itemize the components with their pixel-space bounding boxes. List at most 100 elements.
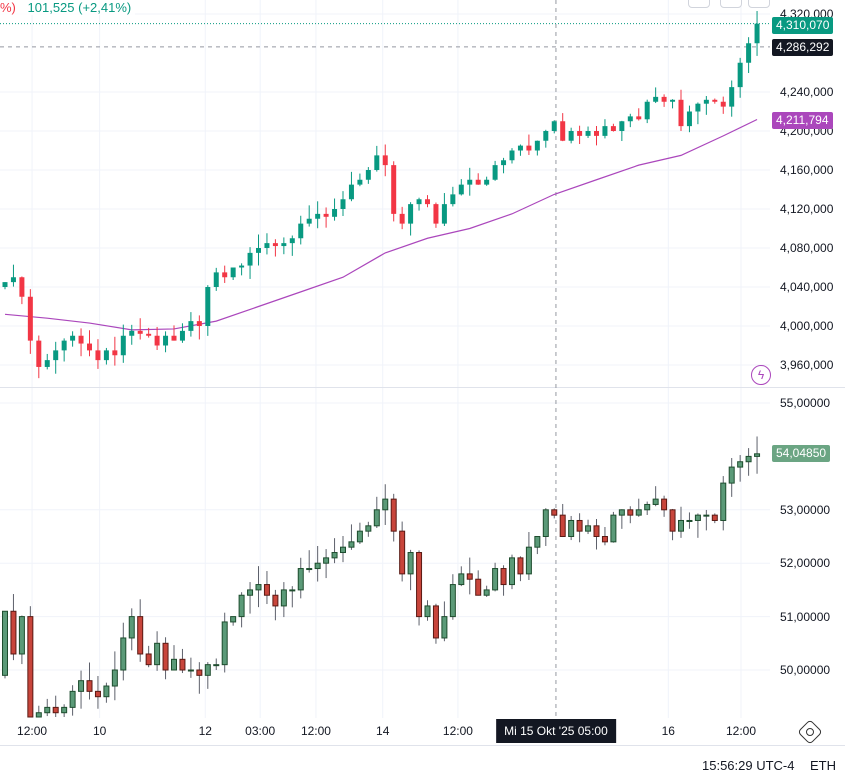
lower-candle (458, 566, 465, 587)
lower-candle (754, 436, 761, 474)
candle-body (745, 455, 752, 463)
candle-body (281, 243, 287, 247)
upper-candle (425, 195, 430, 208)
candle-body (129, 330, 135, 336)
lightning-icon[interactable]: ϟ (751, 365, 771, 385)
candle-body (196, 321, 202, 326)
lower-candle (399, 521, 406, 582)
candle-body (221, 621, 228, 666)
lower-candle (703, 509, 710, 531)
upper-candle (332, 198, 338, 221)
upper-candle (163, 331, 169, 353)
lower-candle (694, 513, 701, 538)
candle-body (737, 62, 743, 88)
lower-candle (238, 592, 245, 628)
candle-body (644, 101, 650, 120)
lower-candle (137, 599, 144, 662)
candle-body (450, 194, 456, 205)
candle-body (416, 552, 423, 618)
candle-body (449, 584, 456, 618)
lower-candle (686, 512, 693, 529)
lower-candle (466, 557, 473, 595)
candle-body (594, 131, 599, 136)
candle-body (323, 557, 330, 564)
lower-candle (18, 615, 25, 665)
session-label[interactable]: ETH (810, 758, 836, 773)
candle-body (94, 690, 101, 698)
time-tick-label: 14 (376, 724, 390, 738)
lower-candle (432, 603, 439, 644)
candle-body (382, 155, 388, 166)
lower-candle (306, 550, 313, 573)
candle-body (213, 664, 220, 667)
lower-candle (10, 594, 17, 661)
upper-candle (289, 235, 295, 256)
time-tick-label: 12:00 (725, 724, 756, 738)
lower-candle (644, 501, 651, 515)
upper-candle (188, 312, 194, 337)
candle-body (534, 140, 540, 151)
lower-candle (568, 515, 575, 541)
plus-button[interactable]: + (688, 0, 710, 8)
candle-body (315, 213, 321, 219)
candle-body (61, 340, 67, 351)
candle-body (332, 209, 338, 217)
lower-candle (509, 554, 515, 590)
candle-body (568, 519, 575, 537)
upper-candle (53, 341, 59, 374)
price-tick-label: 4,080,000 (780, 241, 834, 255)
lower-candle (475, 570, 482, 596)
upper-candle (458, 179, 464, 196)
upper-candle (433, 202, 439, 228)
lower-candle (86, 662, 93, 700)
lower-candle (356, 522, 363, 544)
arrow-down-button[interactable]: ↓ (720, 0, 742, 8)
candle-body (670, 99, 676, 102)
candle-body (69, 690, 76, 708)
candle-body (44, 706, 51, 714)
lower-candle (441, 601, 448, 642)
candle-body (222, 272, 228, 278)
clock-timezone[interactable]: 15:56:29 UTC-4 (702, 758, 795, 773)
upper-candle (2, 282, 8, 290)
upper-candle (729, 80, 735, 117)
lower-candle (78, 670, 85, 709)
candle-body (365, 170, 371, 180)
price-tick-label: 4,040,000 (780, 280, 834, 294)
candle-body (627, 116, 633, 122)
candle-body (280, 589, 287, 607)
candle-body (171, 658, 177, 671)
upper-candle (492, 160, 498, 181)
candle-body (27, 296, 33, 341)
candle-body (179, 330, 185, 341)
candle-body (348, 541, 355, 548)
candle-body (678, 99, 684, 127)
candle-body (213, 272, 219, 287)
candle-body (543, 131, 549, 141)
lower-candle (103, 682, 110, 703)
candle-body (441, 204, 447, 224)
candle-body (433, 204, 439, 224)
lower-candle (52, 695, 59, 717)
upper-candle (670, 99, 676, 109)
candle-body (10, 610, 17, 655)
candle-body (483, 589, 490, 596)
price-tick-label: 4,000,000 (780, 319, 834, 333)
upper-candle (78, 328, 84, 357)
candle-body (128, 616, 135, 639)
candle-body (754, 23, 760, 44)
lower-candle (196, 662, 203, 694)
candle-body (441, 616, 448, 639)
candle-body (619, 121, 625, 131)
candle-body (635, 509, 642, 516)
candle-body (610, 126, 616, 131)
upper-candle (306, 205, 312, 227)
candle-body (263, 584, 270, 596)
upper-candle (272, 239, 278, 257)
camera-button[interactable]: □ (748, 0, 770, 8)
upper-candle (712, 98, 718, 104)
lower-candle (145, 645, 152, 668)
candle-body (154, 642, 161, 666)
time-tick-label: 16 (661, 724, 675, 738)
